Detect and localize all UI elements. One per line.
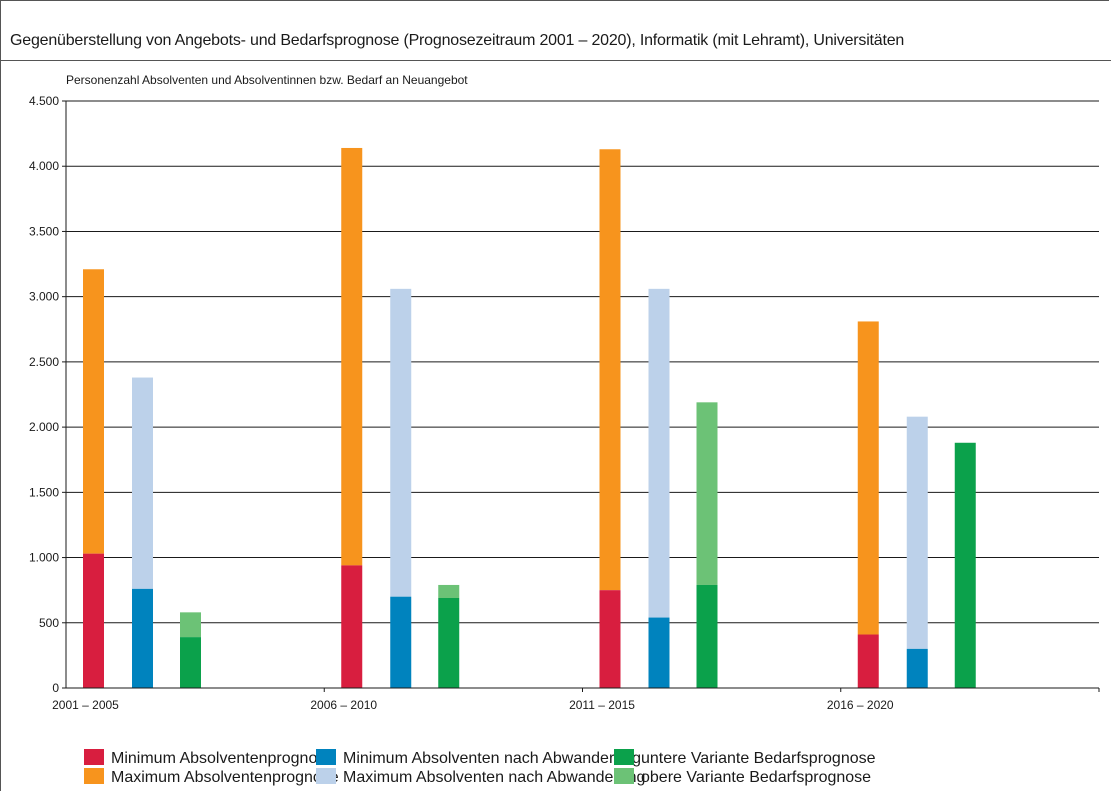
axes: 0 500 1.000 1.500 2.000 2.500 3.000 3.500 4.000 4…	[29, 94, 1100, 712]
y-tick-label: 3.500	[29, 224, 59, 238]
bar-minimum-absolventen-nach-abwanderung	[906, 648, 928, 688]
bar-maximum-absolventenprognose	[83, 269, 104, 554]
bar-minimum-absolventen-nach-abwanderung	[390, 596, 412, 688]
legend-label: untere Variante Bedarfsprognose	[641, 750, 876, 767]
legend-label: obere Variante Bedarfsprognose	[641, 769, 872, 786]
y-tick-label: 4.000	[29, 159, 59, 173]
legend-swatch	[84, 749, 104, 765]
bar-minimum-absolventenprognose	[341, 565, 363, 688]
y-tick-label: 4.500	[29, 94, 59, 108]
y-tick-label: 2.000	[29, 420, 59, 434]
legend-label: Maximum Absolventen nach Abwanderung	[343, 769, 646, 786]
legend-label: Maximum Absolventenprognose	[111, 769, 339, 786]
legend-swatch	[614, 768, 634, 784]
y-tick-label: 2.500	[29, 355, 59, 369]
bars	[83, 147, 976, 688]
y-tick-label: 1.500	[29, 485, 59, 499]
y-axis-label: Personenzahl Absolventen und Absolventin…	[66, 73, 468, 87]
x-tick-label: 2016 – 2020	[827, 698, 894, 712]
legend-label: Minimum Absolventen nach Abwanderung	[343, 750, 641, 767]
bar-minimum-absolventenprognose	[83, 553, 104, 688]
bar-obere-variante-bedarfsprognose	[438, 584, 460, 598]
bar-untere-variante-bedarfsprognose	[696, 584, 718, 688]
y-tick-label: 500	[39, 616, 59, 630]
legend-label: Minimum Absolventenprognose	[111, 750, 335, 767]
bar-minimum-absolventen-nach-abwanderung	[132, 588, 153, 688]
legend-swatch	[614, 749, 634, 765]
gridlines	[66, 100, 1099, 689]
y-tick-label: 1.000	[29, 551, 59, 565]
legend-swatch	[84, 768, 104, 784]
bar-untere-variante-bedarfsprognose	[438, 597, 460, 688]
bar-minimum-absolventen-nach-abwanderung	[648, 617, 670, 688]
y-tick-label: 3.000	[29, 290, 59, 304]
bar-maximum-absolventen-nach-abwanderung	[648, 288, 670, 618]
bar-maximum-absolventen-nach-abwanderung	[906, 416, 928, 649]
title-divider	[0, 60, 1111, 61]
bar-untere-variante-bedarfsprognose	[954, 442, 976, 688]
y-tick-label: 0	[52, 681, 59, 695]
legend-swatch	[316, 749, 336, 765]
x-tick-label: 2011 – 2015	[569, 698, 635, 712]
bar-minimum-absolventenprognose	[857, 634, 879, 688]
bar-maximum-absolventen-nach-abwanderung	[132, 377, 153, 589]
bar-obere-variante-bedarfsprognose	[696, 402, 718, 585]
bar-maximum-absolventenprognose	[341, 147, 363, 566]
bar-minimum-absolventenprognose	[599, 590, 621, 688]
legend-swatch	[316, 768, 336, 784]
x-tick-label: 2006 – 2010	[310, 698, 377, 712]
x-tick-label: 2001 – 2005	[52, 698, 119, 712]
bar-maximum-absolventenprognose	[599, 149, 621, 591]
bar-untere-variante-bedarfsprognose	[180, 637, 201, 688]
bar-obere-variante-bedarfsprognose	[180, 612, 201, 638]
chart-title: Gegenüberstellung von Angebots- und Beda…	[10, 32, 905, 49]
bar-maximum-absolventen-nach-abwanderung	[390, 288, 412, 597]
bar-maximum-absolventenprognose	[857, 321, 879, 635]
